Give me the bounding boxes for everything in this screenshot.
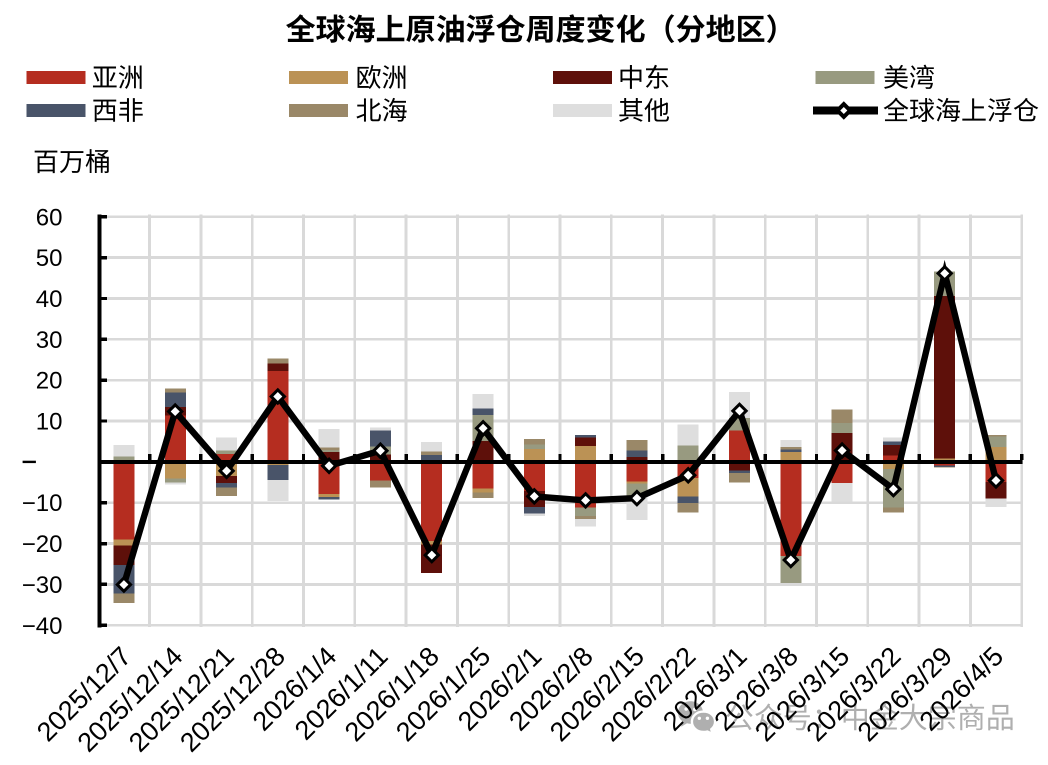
svg-text:−30: −30	[22, 572, 63, 599]
svg-text:−10: −10	[22, 490, 63, 517]
svg-text:20: 20	[36, 368, 63, 395]
svg-text:40: 40	[36, 286, 63, 313]
svg-text:50: 50	[36, 245, 63, 272]
svg-text:−20: −20	[22, 531, 63, 558]
svg-text:30: 30	[36, 327, 63, 354]
svg-text:−40: −40	[22, 613, 63, 640]
svg-text:10: 10	[36, 409, 63, 436]
svg-text:60: 60	[36, 204, 63, 231]
